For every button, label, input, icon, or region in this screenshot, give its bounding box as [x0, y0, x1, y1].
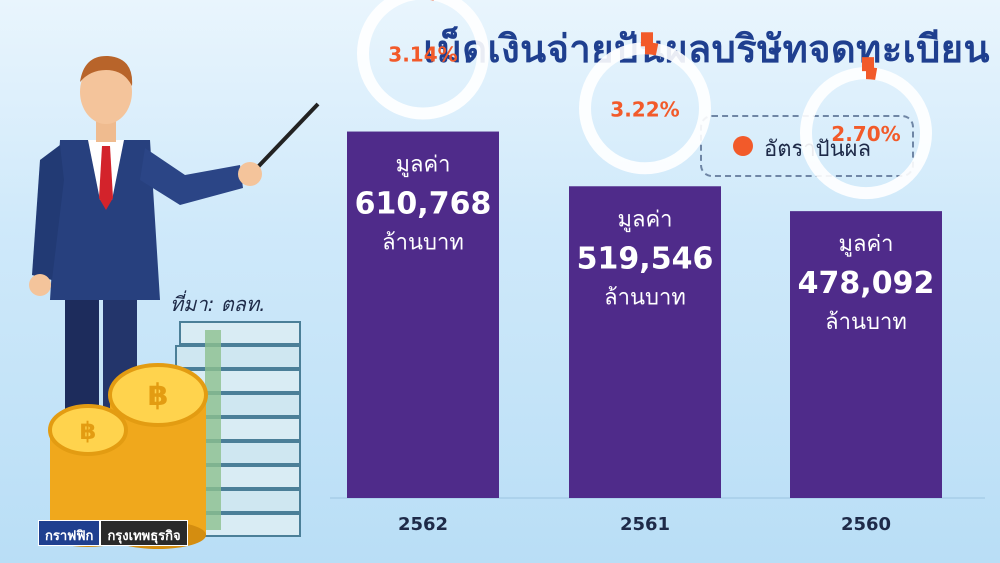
- x-tick-label: 2562: [398, 514, 448, 535]
- bar-value-prefix: มูลค่า: [838, 232, 893, 257]
- yield-label: 3.14%: [388, 43, 457, 67]
- bar-value-label: 478,092: [798, 266, 935, 301]
- x-tick-label: 2561: [620, 514, 670, 535]
- yield-arc: [644, 42, 659, 56]
- bar-2560: [790, 211, 942, 498]
- yield-ring: [357, 0, 489, 120]
- yield-label: 2.70%: [831, 122, 900, 146]
- bar-value-unit: ล้านบาท: [382, 231, 464, 256]
- credit-part1: กราฟฟิก: [38, 520, 101, 546]
- chart-title: เม็ดเงินจ่ายปันผลบริษัทจดทะเบียน: [423, 27, 990, 71]
- bar-value-unit: ล้านบาท: [604, 285, 686, 310]
- svg-text:฿: ฿: [80, 417, 97, 445]
- bar-value-label: 519,546: [577, 241, 714, 276]
- yield-marker: [641, 32, 653, 47]
- source-note: ที่มา: ตลท.: [170, 292, 266, 316]
- bar-value-prefix: มูลค่า: [617, 207, 672, 232]
- banknote-stack-icon: [175, 321, 301, 537]
- pointer-stick: [253, 102, 320, 172]
- yield-arc: [865, 67, 878, 80]
- bar-2562: [347, 131, 499, 499]
- legend-dot-icon: [733, 136, 753, 156]
- money-illustration: ฿ ฿: [48, 321, 301, 549]
- bar-2561: [569, 186, 721, 498]
- gold-coin-stack-icon: ฿ ฿: [48, 363, 208, 549]
- x-tick-label: 2560: [841, 514, 891, 535]
- bar-value-unit: ล้านบาท: [825, 310, 907, 335]
- yield-marker: [862, 57, 874, 72]
- svg-text:฿: ฿: [148, 378, 169, 413]
- businessman-illustration: [29, 55, 320, 435]
- yield-label: 3.22%: [610, 97, 679, 121]
- graphic-credit: กราฟฟิก กรุงเทพธุรกิจ: [38, 520, 188, 546]
- credit-part2: กรุงเทพธุรกิจ: [100, 520, 188, 546]
- bar-value-prefix: มูลค่า: [395, 153, 450, 178]
- bar-value-label: 610,768: [355, 187, 492, 222]
